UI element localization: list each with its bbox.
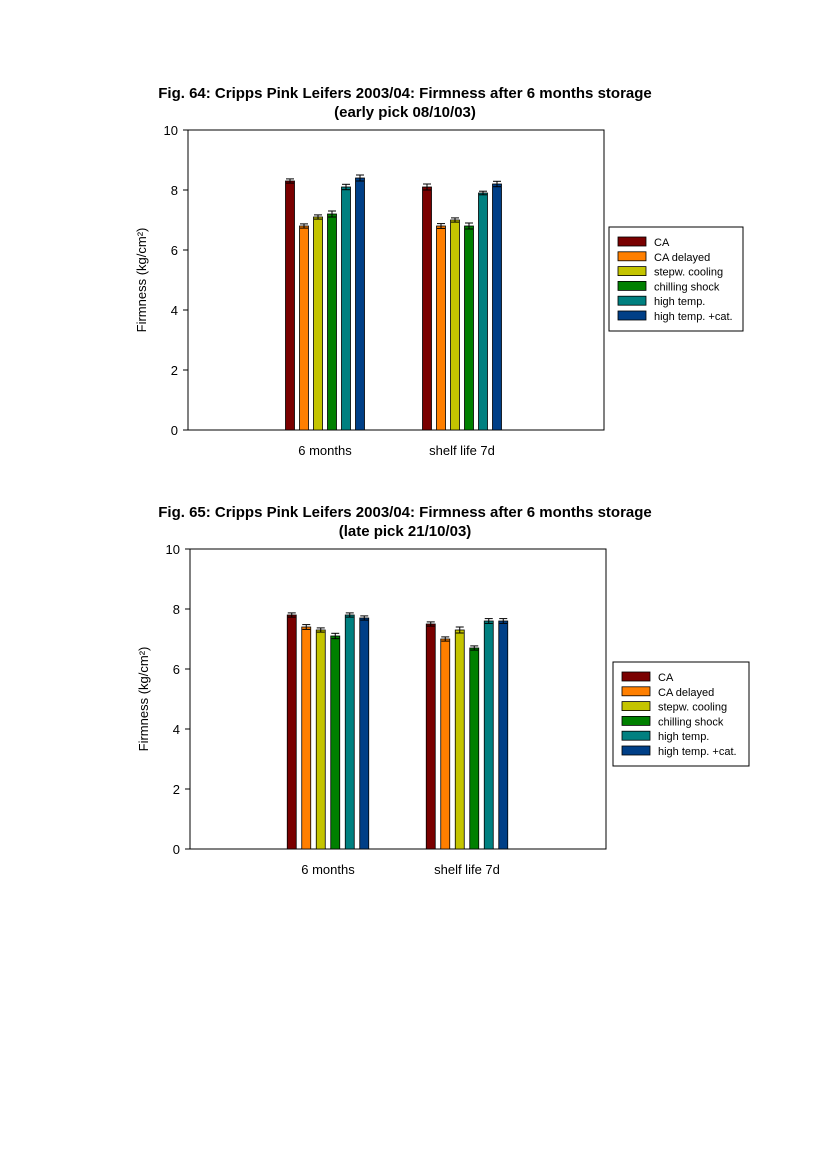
bar <box>355 177 365 431</box>
chart-title-line2: (late pick 21/10/03) <box>338 523 472 540</box>
legend-swatch <box>617 251 647 262</box>
bar <box>301 626 312 850</box>
x-tick-label: shelf life 7d <box>434 862 500 877</box>
y-tick-label: 10 <box>164 123 178 138</box>
bar <box>454 629 465 850</box>
x-tick-label: shelf life 7d <box>429 443 495 458</box>
legend-swatch <box>617 236 647 247</box>
y-tick-label: 2 <box>171 363 178 378</box>
legend-entry: stepw. cooling <box>658 702 727 714</box>
chart-title-line1: Fig. 65: Cripps Pink Leifers 2003/04: Fi… <box>158 504 652 521</box>
bar <box>478 192 488 431</box>
y-tick-label: 4 <box>173 722 180 737</box>
legend-swatch <box>617 280 647 291</box>
legend-entry: stepw. cooling <box>654 267 723 279</box>
legend-entry: CA <box>658 672 674 684</box>
y-tick-label: 0 <box>171 423 178 438</box>
bar <box>315 629 326 850</box>
legend-swatch <box>621 730 651 741</box>
chart-title-fig64: Fig. 64: Cripps Pink Leifers 2003/04: Fi… <box>60 84 750 122</box>
chart-title-line1: Fig. 64: Cripps Pink Leifers 2003/04: Fi… <box>158 85 652 102</box>
legend-entry: high temp. +cat. <box>658 746 737 758</box>
plot-frame <box>189 548 607 850</box>
legend-entry: chilling shock <box>658 716 724 728</box>
legend-swatch <box>617 295 647 306</box>
bar <box>464 225 474 431</box>
y-tick-label: 0 <box>173 842 180 857</box>
chart-title-fig65: Fig. 65: Cripps Pink Leifers 2003/04: Fi… <box>60 503 750 541</box>
x-tick-label: 6 months <box>298 443 352 458</box>
bar <box>341 186 351 431</box>
legend-entry: high temp. <box>654 296 705 308</box>
bar <box>425 623 436 850</box>
bar <box>327 213 337 431</box>
bar-chart-fig65: 0 2 4 6 8 10 Firmness (kg/cm²) 6 months shelf li… <box>136 542 750 877</box>
legend-entry: chilling shock <box>654 281 720 293</box>
legend-swatch <box>621 715 651 726</box>
y-axis-label: Firmness (kg/cm²) <box>134 228 149 333</box>
plot-frame <box>187 129 605 431</box>
legend-entry: CA <box>654 237 670 249</box>
bar <box>492 183 502 431</box>
legend-swatch <box>617 310 647 321</box>
bar <box>469 647 480 850</box>
legend-entry: high temp. +cat. <box>654 311 733 323</box>
bar <box>483 620 494 850</box>
y-tick-label: 4 <box>171 303 178 318</box>
legend-entry: CA delayed <box>658 687 714 699</box>
legend-entry: high temp. <box>658 731 709 743</box>
bar <box>285 180 295 431</box>
y-tick-label: 6 <box>171 243 178 258</box>
bar <box>422 186 432 431</box>
bar <box>299 225 309 431</box>
bar <box>359 617 370 850</box>
y-tick-label: 2 <box>173 782 180 797</box>
legend-swatch <box>617 266 647 277</box>
y-tick-label: 8 <box>173 602 180 617</box>
bar <box>450 219 460 431</box>
bar <box>436 225 446 431</box>
bar <box>313 216 323 431</box>
x-tick-label: 6 months <box>301 862 355 877</box>
bar-chart-fig64: 0 2 4 6 8 10 Firmness (kg/cm²) 6 months shelf li… <box>134 123 744 458</box>
y-axis-label: Firmness (kg/cm²) <box>136 647 151 752</box>
bar <box>440 638 451 850</box>
bar <box>498 620 509 850</box>
bar <box>330 635 341 850</box>
y-tick-label: 6 <box>173 662 180 677</box>
chart-title-line2: (early pick 08/10/03) <box>334 104 476 121</box>
legend-swatch <box>621 745 651 756</box>
y-tick-label: 8 <box>171 183 178 198</box>
bar <box>344 614 355 850</box>
bar <box>286 614 297 850</box>
y-tick-label: 10 <box>166 542 180 557</box>
legend-swatch <box>621 701 651 712</box>
legend-entry: CA delayed <box>654 252 710 264</box>
legend-swatch <box>621 686 651 697</box>
legend-swatch <box>621 671 651 682</box>
